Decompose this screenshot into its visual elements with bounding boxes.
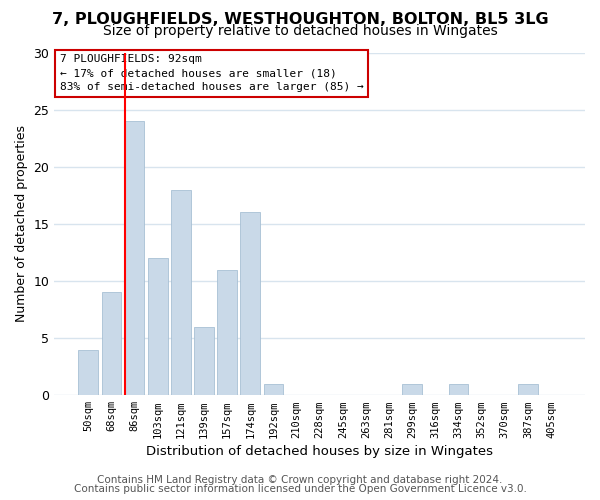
Bar — [449, 384, 469, 395]
X-axis label: Distribution of detached houses by size in Wingates: Distribution of detached houses by size … — [146, 444, 493, 458]
Bar — [194, 326, 214, 395]
Bar — [403, 384, 422, 395]
Bar — [263, 384, 283, 395]
Bar — [148, 258, 167, 395]
Text: 7 PLOUGHFIELDS: 92sqm
← 17% of detached houses are smaller (18)
83% of semi-deta: 7 PLOUGHFIELDS: 92sqm ← 17% of detached … — [59, 54, 364, 92]
Text: 7, PLOUGHFIELDS, WESTHOUGHTON, BOLTON, BL5 3LG: 7, PLOUGHFIELDS, WESTHOUGHTON, BOLTON, B… — [52, 12, 548, 28]
Bar — [241, 212, 260, 395]
Bar — [217, 270, 237, 395]
Text: Size of property relative to detached houses in Wingates: Size of property relative to detached ho… — [103, 24, 497, 38]
Bar — [79, 350, 98, 395]
Bar — [125, 121, 145, 395]
Bar — [101, 292, 121, 395]
Bar — [171, 190, 191, 395]
Bar — [518, 384, 538, 395]
Text: Contains HM Land Registry data © Crown copyright and database right 2024.: Contains HM Land Registry data © Crown c… — [97, 475, 503, 485]
Y-axis label: Number of detached properties: Number of detached properties — [15, 126, 28, 322]
Text: Contains public sector information licensed under the Open Government Licence v3: Contains public sector information licen… — [74, 484, 526, 494]
